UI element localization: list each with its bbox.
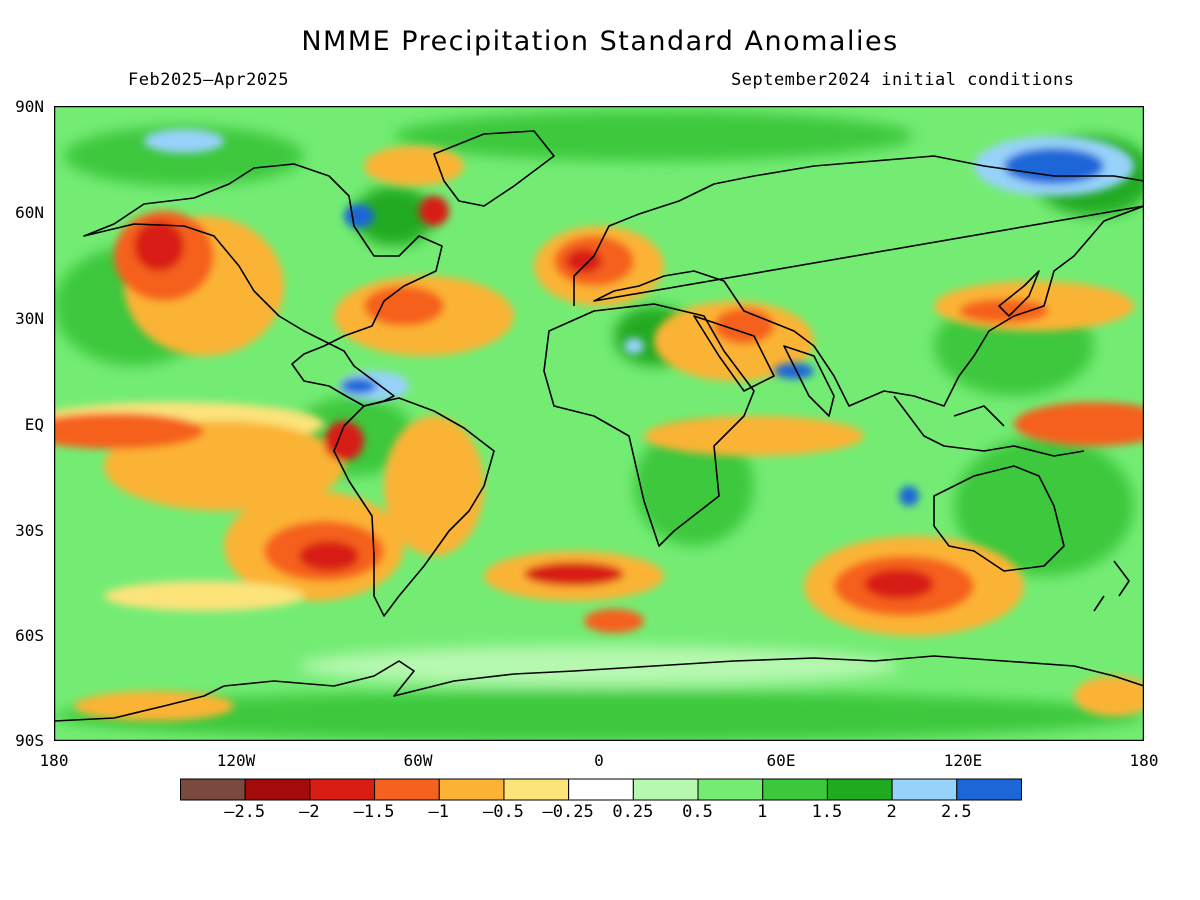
indonesia-coast: [893, 395, 1085, 457]
colorbar-label-4: –0.5: [482, 802, 524, 822]
colorbar-swatches: [180, 778, 1022, 801]
map-frame: [54, 106, 1144, 741]
colorbar-label-0: –2.5: [224, 802, 266, 822]
coastlines: [54, 130, 1144, 722]
dry-anomalies: [54, 146, 1144, 721]
lat-label-30n: 30N: [15, 309, 44, 328]
colorbar-label-1: –2: [299, 802, 320, 822]
lon-label-120e: 120E: [943, 751, 983, 770]
season-label: Feb2025–Apr2025: [128, 70, 290, 90]
colorbar: [180, 778, 1022, 801]
colorbar-swatch-2: [309, 778, 376, 801]
japan-coast: [998, 270, 1040, 317]
antarctica-coast: [54, 655, 1144, 722]
lat-label-eq: EQ: [24, 415, 44, 434]
lon-label-180e: 180: [1129, 751, 1159, 770]
south-america-coast: [333, 397, 495, 617]
lon-label-0: 0: [594, 751, 604, 770]
north-america-coast: [83, 163, 443, 407]
wet-anomalies: [144, 129, 1134, 506]
colorbar-swatch-0: [180, 778, 246, 801]
colorbar-label-10: 2: [886, 802, 897, 822]
new-zealand-coast: [1093, 560, 1130, 612]
colorbar-swatch-1: [244, 778, 311, 801]
colorbar-label-9: 1.5: [811, 802, 843, 822]
chart-title: NMME Precipitation Standard Anomalies: [301, 26, 899, 57]
colorbar-swatch-11: [891, 778, 958, 801]
initial-conditions-label: September2024 initial conditions: [731, 70, 1075, 90]
lon-label-60w: 60W: [403, 751, 433, 770]
africa-coast: [543, 303, 755, 547]
colorbar-label-8: 1: [757, 802, 768, 822]
lat-label-60s: 60S: [15, 626, 44, 645]
eurasia-coast: [573, 155, 1144, 407]
colorbar-swatch-8: [697, 778, 764, 801]
arabia-coast: [693, 315, 775, 392]
colorbar-label-2: –1.5: [353, 802, 395, 822]
colorbar-swatch-7: [632, 778, 699, 801]
anomaly-map: [54, 106, 1144, 741]
colorbar-swatch-3: [374, 778, 440, 801]
colorbar-label-5: –0.25: [542, 802, 594, 822]
lon-label-60e: 60E: [766, 751, 796, 770]
colorbar-label-6: 0.25: [612, 802, 654, 822]
lat-label-60n: 60N: [15, 203, 44, 222]
australia-coast: [933, 465, 1065, 572]
greenland-coast: [433, 130, 555, 207]
colorbar-swatch-6: [568, 778, 634, 801]
colorbar-swatch-9: [762, 778, 828, 801]
lon-label-120w: 120W: [216, 751, 256, 770]
colorbar-label-3: –1: [428, 802, 449, 822]
colorbar-swatch-4: [438, 778, 505, 801]
lat-label-30s: 30S: [15, 521, 44, 540]
colorbar-swatch-5: [503, 778, 570, 801]
india-coast: [783, 345, 835, 417]
colorbar-label-7: 0.5: [682, 802, 713, 822]
lat-label-90n: 90N: [15, 97, 44, 116]
lat-label-90s: 90S: [15, 731, 44, 750]
colorbar-swatch-10: [826, 778, 893, 801]
colorbar-label-11: 2.5: [940, 802, 972, 822]
lon-label-180w: 180: [39, 751, 69, 770]
colorbar-swatch-12: [956, 778, 1022, 801]
